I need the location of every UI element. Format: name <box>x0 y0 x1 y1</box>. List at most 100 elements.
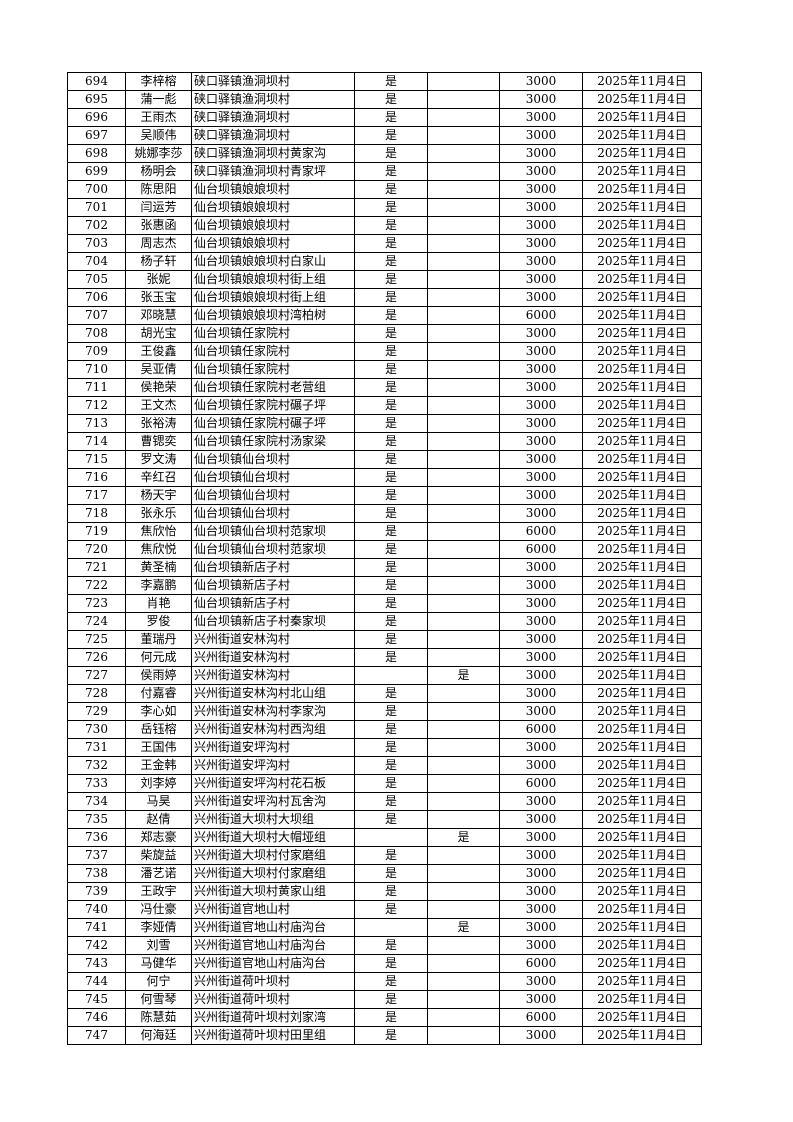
option-b-cell <box>427 108 500 127</box>
date-cell: 2025年11月4日 <box>582 918 702 937</box>
row-number-cell: 719 <box>67 522 126 541</box>
option-b-cell <box>427 774 500 793</box>
option-a-cell: 是 <box>354 162 428 181</box>
date-cell: 2025年11月4日 <box>582 576 702 595</box>
person-name-cell: 何宁 <box>125 972 192 991</box>
person-name-cell: 罗俊 <box>125 612 192 631</box>
amount-cell: 3000 <box>499 792 583 811</box>
table-row: 701 闫运芳 仙台坝镇娘娘坝村是 3000 2025年11月4日 <box>67 198 702 217</box>
date-cell: 2025年11月4日 <box>582 1008 702 1027</box>
option-b-cell <box>427 162 500 181</box>
amount-cell: 3000 <box>499 252 583 271</box>
person-name-cell: 何元成 <box>125 648 192 667</box>
option-a-cell: 是 <box>354 792 428 811</box>
date-cell: 2025年11月4日 <box>582 126 702 145</box>
row-number-cell: 740 <box>67 900 126 919</box>
table-row: 710 吴亚倩 仙台坝镇任家院村是 3000 2025年11月4日 <box>67 360 702 379</box>
table-body: 694 李梓榕 硖口驿镇渔洞坝村是 3000 2025年11月4日 695 蒲一彪 硖口驿镇渔… <box>67 72 702 1045</box>
option-a-cell: 是 <box>354 288 428 307</box>
address-cell: 兴州街道荷叶坝村 <box>191 990 355 1009</box>
option-b-cell <box>427 270 500 289</box>
row-number-cell: 700 <box>67 180 126 199</box>
amount-cell: 6000 <box>499 1008 583 1027</box>
option-a-cell: 是 <box>354 414 428 433</box>
amount-cell: 3000 <box>499 594 583 613</box>
row-number-cell: 724 <box>67 612 126 631</box>
table-row: 720 焦欣悦 仙台坝镇仙台坝村范家坝是 6000 2025年11月4日 <box>67 540 702 559</box>
date-cell: 2025年11月4日 <box>582 180 702 199</box>
row-number-cell: 720 <box>67 540 126 559</box>
option-a-cell: 是 <box>354 1026 428 1045</box>
date-cell: 2025年11月4日 <box>582 378 702 397</box>
table-row: 699 杨明会 硖口驿镇渔洞坝村青家坪是 3000 2025年11月4日 <box>67 162 702 181</box>
amount-cell: 3000 <box>499 918 583 937</box>
person-name-cell: 潘艺诺 <box>125 864 192 883</box>
amount-cell: 3000 <box>499 180 583 199</box>
address-cell: 仙台坝镇娘娘坝村 <box>191 234 355 253</box>
row-number-cell: 708 <box>67 324 126 343</box>
row-number-cell: 703 <box>67 234 126 253</box>
option-b-cell <box>427 342 500 361</box>
option-b-cell <box>427 252 500 271</box>
person-name-cell: 马健华 <box>125 954 192 973</box>
option-a-cell: 是 <box>354 810 428 829</box>
row-number-cell: 695 <box>67 90 126 109</box>
date-cell: 2025年11月4日 <box>582 432 702 451</box>
row-number-cell: 710 <box>67 360 126 379</box>
row-number-cell: 704 <box>67 252 126 271</box>
option-b-cell <box>427 648 500 667</box>
amount-cell: 3000 <box>499 198 583 217</box>
address-cell: 兴州街道大坝村大坝组 <box>191 810 355 829</box>
row-number-cell: 723 <box>67 594 126 613</box>
row-number-cell: 725 <box>67 630 126 649</box>
option-a-cell: 是 <box>354 306 428 325</box>
option-a-cell: 是 <box>354 864 428 883</box>
amount-cell: 3000 <box>499 558 583 577</box>
date-cell: 2025年11月4日 <box>582 702 702 721</box>
table-row: 740 冯仕豪 兴州街道官地山村是 3000 2025年11月4日 <box>67 900 702 919</box>
option-a-cell: 是 <box>354 684 428 703</box>
amount-cell: 3000 <box>499 126 583 145</box>
option-a-cell: 是 <box>354 108 428 127</box>
amount-cell: 3000 <box>499 468 583 487</box>
table-row: 728 付嘉睿 兴州街道安林沟村北山组是 3000 2025年11月4日 <box>67 684 702 703</box>
option-b-cell <box>427 702 500 721</box>
person-name-cell: 张裕涛 <box>125 414 192 433</box>
date-cell: 2025年11月4日 <box>582 936 702 955</box>
amount-cell: 3000 <box>499 108 583 127</box>
option-a-cell: 是 <box>354 504 428 523</box>
option-b-cell <box>427 396 500 415</box>
address-cell: 兴州街道安林沟村西沟组 <box>191 720 355 739</box>
person-name-cell: 周志杰 <box>125 234 192 253</box>
option-b-cell <box>427 792 500 811</box>
option-b-cell <box>427 990 500 1009</box>
address-cell: 兴州街道荷叶坝村刘家湾 <box>191 1008 355 1027</box>
option-a-cell: 是 <box>354 234 428 253</box>
row-number-cell: 732 <box>67 756 126 775</box>
person-name-cell: 邓晓慧 <box>125 306 192 325</box>
date-cell: 2025年11月4日 <box>582 828 702 847</box>
person-name-cell: 吴顺伟 <box>125 126 192 145</box>
address-cell: 仙台坝镇娘娘坝村街上组 <box>191 270 355 289</box>
option-a-cell: 是 <box>354 144 428 163</box>
person-name-cell: 陈慧茹 <box>125 1008 192 1027</box>
person-name-cell: 罗文涛 <box>125 450 192 469</box>
person-name-cell: 焦欣怡 <box>125 522 192 541</box>
date-cell: 2025年11月4日 <box>582 792 702 811</box>
table-row: 719 焦欣怡 仙台坝镇仙台坝村范家坝是 6000 2025年11月4日 <box>67 522 702 541</box>
table-row: 718 张永乐 仙台坝镇仙台坝村是 3000 2025年11月4日 <box>67 504 702 523</box>
option-a-cell: 是 <box>354 180 428 199</box>
option-a-cell: 是 <box>354 252 428 271</box>
row-number-cell: 731 <box>67 738 126 757</box>
person-name-cell: 曹锶奕 <box>125 432 192 451</box>
amount-cell: 3000 <box>499 630 583 649</box>
date-cell: 2025年11月4日 <box>582 648 702 667</box>
amount-cell: 3000 <box>499 972 583 991</box>
table-row: 745 何雪琴 兴州街道荷叶坝村是 3000 2025年11月4日 <box>67 990 702 1009</box>
option-b-cell <box>427 468 500 487</box>
option-b-cell: 是 <box>427 828 500 847</box>
date-cell: 2025年11月4日 <box>582 954 702 973</box>
row-number-cell: 737 <box>67 846 126 865</box>
person-name-cell: 王文杰 <box>125 396 192 415</box>
option-b-cell <box>427 936 500 955</box>
